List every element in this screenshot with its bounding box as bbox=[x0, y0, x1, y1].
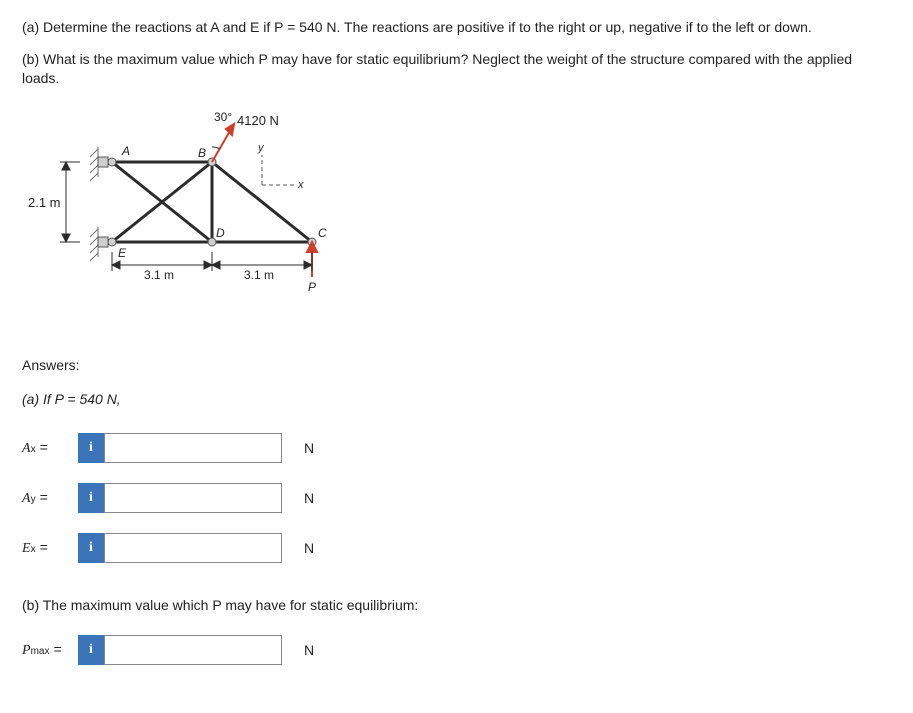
input-pmax[interactable] bbox=[104, 635, 282, 665]
row-ex: Ex = i N bbox=[22, 533, 891, 563]
question-b-text: (b) What is the maximum value which P ma… bbox=[22, 51, 852, 87]
label-ay: Ay = bbox=[22, 489, 78, 507]
info-button-pmax[interactable]: i bbox=[78, 635, 104, 665]
input-ax[interactable] bbox=[104, 433, 282, 463]
info-button-ay[interactable]: i bbox=[78, 483, 104, 513]
node-d-label: D bbox=[216, 226, 225, 240]
info-button-ax[interactable]: i bbox=[78, 433, 104, 463]
question-a: (a) Determine the reactions at A and E i… bbox=[22, 18, 891, 38]
unit-ax: N bbox=[304, 440, 314, 456]
question-a-text: (a) Determine the reactions at A and E i… bbox=[22, 19, 812, 35]
label-ax: Ax = bbox=[22, 439, 78, 457]
label-pmax: Pmax = bbox=[22, 641, 78, 659]
info-button-ex[interactable]: i bbox=[78, 533, 104, 563]
height-dim-label: 2.1 m bbox=[28, 195, 61, 210]
axis-y-label: y bbox=[257, 142, 265, 154]
unit-ay: N bbox=[304, 490, 314, 506]
info-icon: i bbox=[89, 440, 93, 456]
node-a-label: A bbox=[121, 144, 130, 158]
input-ay[interactable] bbox=[104, 483, 282, 513]
span-left-label: 3.1 m bbox=[144, 268, 174, 282]
axis-x-label: x bbox=[297, 179, 304, 191]
info-icon: i bbox=[89, 642, 93, 658]
node-e-label: E bbox=[118, 246, 127, 260]
node-b-label: B bbox=[198, 146, 206, 160]
angle-label: 30° bbox=[214, 110, 232, 124]
label-ex: Ex = bbox=[22, 539, 78, 557]
info-icon: i bbox=[89, 490, 93, 506]
span-right-label: 3.1 m bbox=[244, 268, 274, 282]
part-a-label: (a) If P = 540 N, bbox=[22, 391, 891, 407]
p-force-label: P bbox=[308, 280, 316, 294]
node-c-label: C bbox=[318, 226, 327, 240]
unit-pmax: N bbox=[304, 642, 314, 658]
question-b: (b) What is the maximum value which P ma… bbox=[22, 50, 891, 89]
diagram-svg: 30° 4120 N y x A B C D E P 2.1 m bbox=[22, 107, 342, 327]
row-ax: Ax = i N bbox=[22, 433, 891, 463]
input-ex[interactable] bbox=[104, 533, 282, 563]
structure-diagram: 30° 4120 N y x A B C D E P 2.1 m bbox=[22, 107, 891, 327]
unit-ex: N bbox=[304, 540, 314, 556]
row-pmax: Pmax = i N bbox=[22, 635, 891, 665]
info-icon: i bbox=[89, 540, 93, 556]
part-b-label: (b) The maximum value which P may have f… bbox=[22, 597, 891, 613]
answers-header: Answers: bbox=[22, 357, 891, 373]
row-ay: Ay = i N bbox=[22, 483, 891, 513]
top-force-label: 4120 N bbox=[237, 113, 279, 128]
